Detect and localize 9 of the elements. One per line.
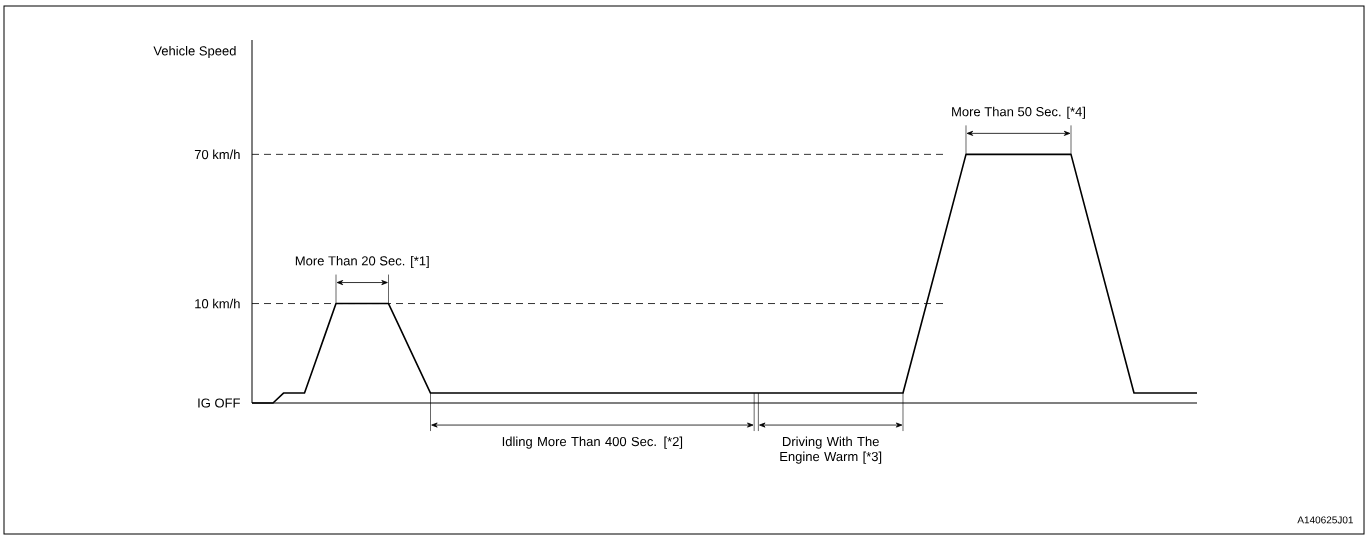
text: Idling More Than 400 Sec. [*2] bbox=[502, 436, 683, 449]
ref-line-label: 70 km/h bbox=[194, 149, 240, 160]
annotation: More Than 20 Sec. [*1] bbox=[295, 255, 429, 269]
text: IG OFF bbox=[198, 398, 240, 408]
text: Vehicle Speed bbox=[153, 45, 236, 59]
text: More Than 50 Sec. [*4] bbox=[952, 106, 1085, 119]
ref-line-label: 10 km/h bbox=[195, 298, 240, 309]
text: A140625J01 bbox=[1297, 516, 1353, 524]
text: Driving With The Engine Warm [*3] bbox=[780, 436, 882, 464]
